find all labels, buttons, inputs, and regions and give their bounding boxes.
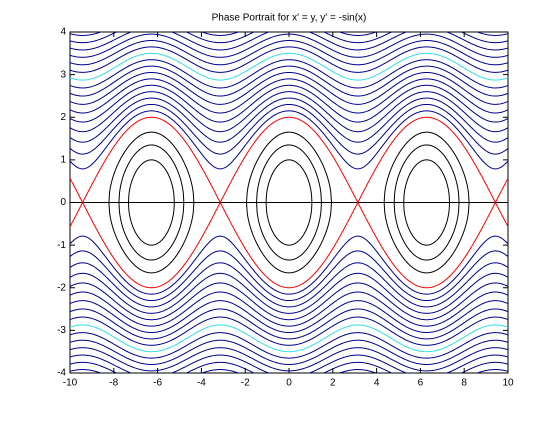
chart-title: Phase Portrait for x' = y, y' = -sin(x): [212, 13, 367, 24]
y-tick-label: 2: [60, 112, 66, 123]
x-tick-label: -4: [197, 378, 206, 389]
contour-line: [70, 91, 508, 133]
contour-line: [70, 97, 508, 143]
contour-line: [403, 159, 451, 246]
contour-line: [127, 159, 175, 246]
contour-line: [265, 159, 313, 246]
contour-line: [70, 103, 508, 155]
contour-line: [70, 110, 508, 170]
contour-line: [70, 78, 508, 114]
x-tick-label: 0: [286, 378, 292, 389]
contour-line: [383, 131, 470, 274]
contour-line: [256, 144, 322, 261]
contour-line: [70, 324, 508, 353]
contour-line: [70, 116, 508, 203]
contour-line: [393, 144, 460, 261]
curves: [70, 32, 508, 373]
contour-line: [108, 131, 195, 274]
y-tick-label: -2: [57, 282, 66, 293]
contour-line: [70, 202, 508, 289]
x-tick-label: 6: [418, 378, 424, 389]
contour-line: [70, 308, 508, 340]
contour-line: [118, 144, 185, 261]
contour-line: [70, 316, 508, 346]
contour-line: [70, 291, 508, 327]
contour-line: [70, 84, 508, 123]
y-tick-label: 4: [60, 27, 66, 38]
contour-line: [70, 65, 508, 97]
contour-line: [70, 40, 508, 66]
x-tick-label: 8: [461, 378, 467, 389]
contour-line: [70, 300, 508, 334]
y-tick-label: -3: [57, 325, 66, 336]
x-tick-label: -10: [63, 378, 78, 389]
x-tick-label: -2: [241, 378, 250, 389]
contour-line: [70, 339, 508, 365]
contour-line: [246, 131, 332, 274]
y-tick-label: -4: [57, 368, 66, 379]
y-tick-label: 1: [60, 155, 66, 166]
contour-line: [70, 71, 508, 105]
x-tick-label: -6: [153, 378, 162, 389]
y-tick-label: -1: [57, 240, 66, 251]
contour-line: [70, 262, 508, 308]
contour-line: [70, 46, 508, 73]
x-tick-label: 2: [330, 378, 336, 389]
x-tick-label: -8: [109, 378, 118, 389]
contour-line: [70, 332, 508, 359]
y-tick-label: 0: [60, 197, 66, 208]
x-tick-label: 4: [374, 378, 380, 389]
contour-line: [70, 282, 508, 321]
x-tick-label: 10: [502, 378, 514, 389]
contour-line: [70, 235, 508, 295]
y-tick-label: 3: [60, 69, 66, 80]
contour-line: [70, 52, 508, 81]
contour-line: [70, 272, 508, 314]
contour-line: [70, 59, 508, 89]
contour-line: [70, 250, 508, 302]
